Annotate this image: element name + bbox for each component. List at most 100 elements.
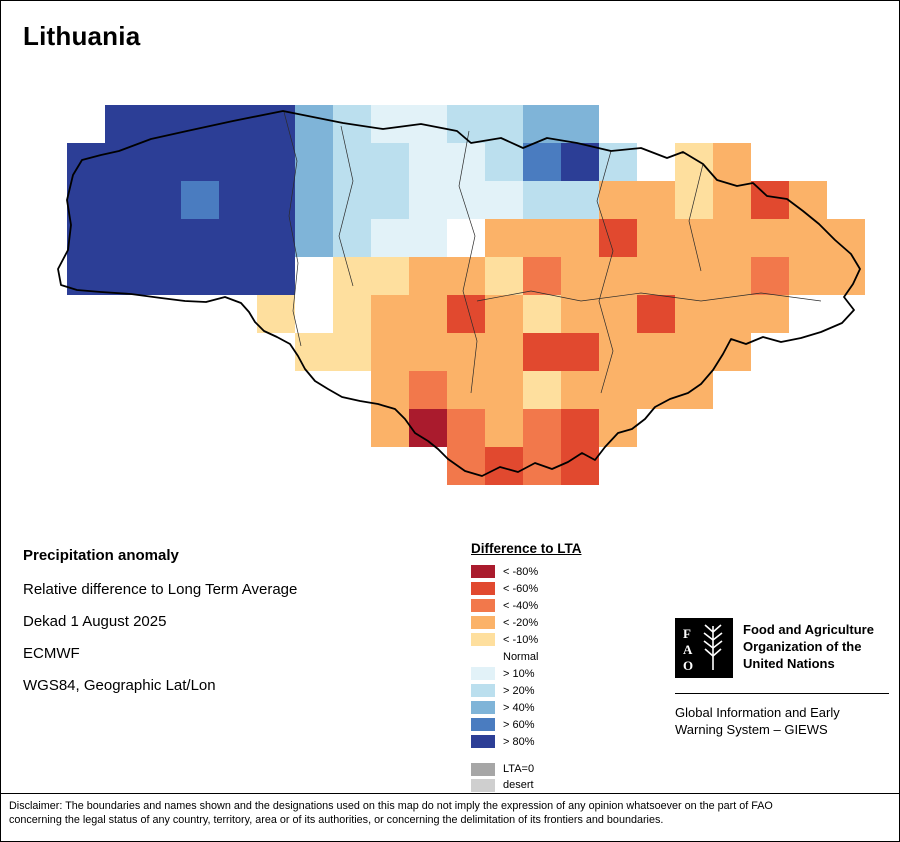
raster-cell: [371, 181, 409, 219]
giews-line: Global Information and Early: [675, 705, 840, 720]
raster-cell: [447, 105, 485, 143]
legend-swatch: [471, 582, 495, 595]
admin-boundary: [283, 111, 302, 347]
raster-cell: [257, 295, 295, 333]
legend-items: < -80% < -60% < -40% < -20% < -10% Normal > 10…: [471, 563, 641, 750]
raster-cell: [713, 257, 751, 295]
raster-cell: [561, 409, 599, 447]
raster-cell: [371, 409, 409, 447]
raster-cell: [789, 257, 827, 295]
legend-label: > 80%: [503, 735, 535, 748]
raster-cell: [143, 257, 181, 295]
raster-cell: [295, 333, 333, 371]
raster-cell: [675, 333, 713, 371]
raster-cell: [67, 219, 105, 257]
legend-item: < -60%: [471, 580, 641, 597]
legend-item: < -10%: [471, 631, 641, 648]
raster-cell: [295, 181, 333, 219]
admin-boundary: [476, 290, 822, 302]
raster-cell: [447, 219, 485, 257]
legend-swatch: [471, 650, 495, 663]
legend-swatch: [471, 616, 495, 629]
raster-cell: [713, 143, 751, 181]
raster-cell: [409, 371, 447, 409]
raster-cell: [713, 295, 751, 333]
raster-cell: [181, 219, 219, 257]
legend-label: Normal: [503, 650, 539, 663]
raster-cell: [295, 219, 333, 257]
raster-cell: [409, 333, 447, 371]
legend-swatch: [471, 667, 495, 680]
org-name-line: United Nations: [743, 656, 835, 671]
raster-cell: [523, 371, 561, 409]
raster-cell: [789, 181, 827, 219]
raster-cell: [409, 143, 447, 181]
raster-cell: [181, 105, 219, 143]
disclaimer-line: Disclaimer: The boundaries and names sho…: [9, 800, 773, 812]
raster-cell: [637, 181, 675, 219]
org-divider: [675, 693, 889, 694]
admin-boundary: [688, 163, 704, 272]
raster-cell: [713, 181, 751, 219]
raster-cell: [713, 219, 751, 257]
raster-cell: [295, 295, 333, 333]
legend-item: < -20%: [471, 614, 641, 631]
legend-item: Normal: [471, 648, 641, 665]
raster-cell: [561, 219, 599, 257]
raster-cell: [371, 333, 409, 371]
raster-cell: [561, 105, 599, 143]
raster-cell: [523, 333, 561, 371]
raster-cell: [371, 219, 409, 257]
raster-cell: [485, 219, 523, 257]
raster-cell: [561, 257, 599, 295]
legend-label: > 40%: [503, 701, 535, 714]
org-name: Food and Agriculture Organization of the…: [743, 618, 874, 672]
raster-cell: [599, 181, 637, 219]
raster-cell: [485, 295, 523, 333]
raster-cell: [675, 143, 713, 181]
legend-swatch: [471, 565, 495, 578]
raster-cell: [447, 371, 485, 409]
raster-cell: [371, 257, 409, 295]
admin-boundary: [338, 125, 354, 287]
raster-cell: [219, 257, 257, 295]
legend-label: < -60%: [503, 582, 539, 595]
raster-cell: [447, 409, 485, 447]
page-title: Lithuania: [23, 21, 141, 51]
legend-item: > 60%: [471, 716, 641, 733]
raster-cell: [599, 219, 637, 257]
raster-cell: [219, 105, 257, 143]
raster-cell: [827, 257, 865, 295]
raster-cell: [295, 257, 333, 295]
raster-cell: [143, 181, 181, 219]
wheat-icon: [703, 624, 723, 670]
raster-cell: [333, 143, 371, 181]
raster-cell: [599, 333, 637, 371]
raster-cell: [637, 333, 675, 371]
raster-cell: [561, 181, 599, 219]
raster-cell: [371, 105, 409, 143]
legend-label: > 20%: [503, 684, 535, 697]
legend-swatch: [471, 718, 495, 731]
raster-cell: [105, 105, 143, 143]
raster-cell: [105, 181, 143, 219]
legend-label: < -10%: [503, 633, 539, 646]
legend-label: desert: [503, 779, 534, 791]
raster-cell: [257, 219, 295, 257]
raster-cell: [675, 295, 713, 333]
legend-item: < -80%: [471, 563, 641, 580]
admin-boundary: [458, 130, 478, 394]
legend-label: < -80%: [503, 565, 539, 578]
map-info-line: ECMWF: [23, 645, 80, 662]
raster-cell: [523, 257, 561, 295]
legend-item: > 10%: [471, 665, 641, 682]
raster-cell: [219, 219, 257, 257]
raster-cell: [561, 333, 599, 371]
raster-cell: [447, 447, 485, 485]
disclaimer: Disclaimer: The boundaries and names sho…: [1, 793, 899, 827]
raster-cell: [409, 181, 447, 219]
raster-cell: [789, 219, 827, 257]
raster-cell: [561, 295, 599, 333]
